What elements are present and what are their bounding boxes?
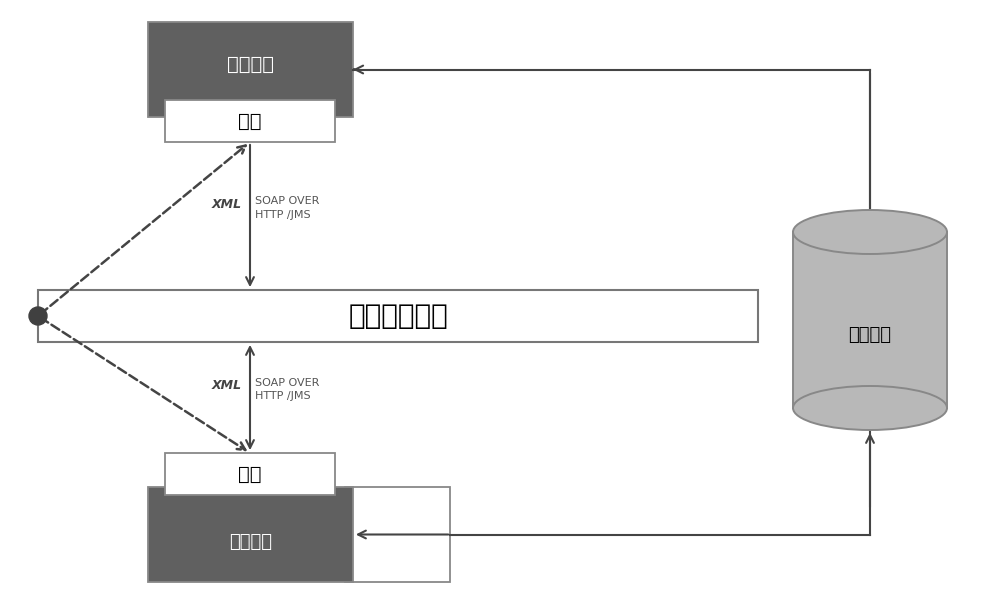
Text: XML: XML — [212, 379, 242, 392]
Text: 方式管理: 方式管理 — [227, 55, 274, 74]
Text: SOAP OVER
HTTP /JMS: SOAP OVER HTTP /JMS — [255, 196, 319, 220]
Text: XML: XML — [212, 197, 242, 211]
Text: SOAP OVER
HTTP /JMS: SOAP OVER HTTP /JMS — [255, 378, 319, 401]
Bar — [148, 22, 353, 117]
Text: 服务: 服务 — [238, 111, 262, 130]
Text: 企业服务总线: 企业服务总线 — [348, 302, 448, 330]
Bar — [793, 232, 947, 408]
Text: 各层系统: 各层系统 — [229, 533, 272, 552]
Text: 服务: 服务 — [238, 465, 262, 484]
Bar — [165, 453, 335, 495]
Bar — [148, 487, 353, 582]
Text: 数据中心: 数据中心 — [848, 326, 892, 344]
Ellipse shape — [793, 210, 947, 254]
Bar — [38, 290, 758, 342]
Bar — [345, 487, 450, 582]
Circle shape — [29, 307, 47, 325]
Bar — [165, 100, 335, 142]
Ellipse shape — [793, 386, 947, 430]
